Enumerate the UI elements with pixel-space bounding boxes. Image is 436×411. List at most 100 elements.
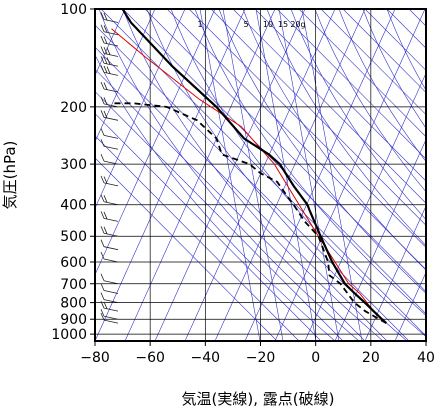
mixing-ratio-line [199,9,261,341]
y-tick-label: 700 [60,277,87,293]
wind-barb-flag [100,239,105,247]
wind-barb [100,239,119,251]
temperature-line [121,9,388,324]
wind-barb [100,12,119,23]
moist-adiabat-line [338,9,426,163]
x-tick-label: 20 [362,350,380,366]
wind-barb-flag [103,56,108,65]
wind-barb-flag [100,12,105,20]
wind-barb-flag [100,139,105,147]
wind-barb-staff [103,42,119,47]
wind-barb [100,301,119,312]
mixing-ratio-label: 5 [243,20,248,29]
wind-barb [100,251,119,263]
moist-adiabat-line [194,9,426,316]
wind-barb [100,194,119,206]
y-tick-label: 300 [60,157,87,173]
y-tick-label: 900 [60,312,87,328]
wind-barb [100,35,119,47]
mixing-ratio-label: 20g [290,20,305,29]
y-tick-label: 500 [60,229,87,245]
wind-barb [100,128,119,139]
wind-barb-staff [103,182,119,187]
dewpoint-line [114,102,387,324]
wind-barb [100,81,119,93]
wind-barb-flag [100,96,105,105]
wind-barb-flag [100,56,105,64]
wind-barb-flag [106,66,111,74]
wind-barb-flag [100,292,105,300]
wind-barb-staff [103,103,119,108]
wind-barb-flag [103,226,108,235]
wind-barb [100,226,119,237]
wind-barb-flag [100,251,105,260]
parcel-line [111,28,387,324]
moist-adiabat-line [386,9,426,91]
wind-barb-staff [103,258,119,263]
axis-ticks: −80 −60 −40 −20 0 20 40 100 200 300 400 500 600 700 80… [51,2,435,366]
wind-barb-flag [100,35,105,44]
wind-barb-staff [103,290,119,294]
dry-adiabat-line [95,157,278,341]
wind-barb [100,175,119,187]
y-tick-label: 800 [60,296,87,312]
wind-barb-flag [100,24,105,32]
wind-barb-staff [103,217,119,222]
wind-barb-flag [100,110,105,118]
wind-barb [100,110,119,121]
isotherm-line [274,9,426,341]
isotherm-line [95,9,156,143]
x-tick-label: 0 [311,350,320,366]
wind-barb [100,139,119,150]
wind-barb [100,96,119,108]
x-tick-label: −60 [135,350,165,366]
wind-barb-flag [106,57,111,65]
mixing-ratio-line [278,9,340,341]
wind-barb-staff [103,53,119,57]
wind-barb-flag [100,283,105,291]
wind-barb-staff [103,19,119,23]
moist-adiabat-line [266,9,426,247]
wind-barb-flag [100,175,105,184]
wind-barb-flag [100,153,105,162]
wind-barb-staff [103,31,119,36]
y-tick-label: 600 [60,255,87,271]
wind-barb-staff [103,307,119,312]
wind-barb [100,65,119,76]
mixing-ratio-line [301,9,363,341]
wind-barb-staff [103,88,119,93]
wind-barb [100,46,119,57]
wind-barb-flag [103,211,108,220]
mixing-ratio-labels: 1 5 10 15 20g [197,20,305,29]
mixing-ratio-label: 1 [197,20,202,29]
wind-barb-staff [103,145,119,150]
wind-barb-flag [100,65,105,73]
moist-adiabat-line [122,9,384,341]
dry-adiabat-line [100,9,426,337]
mixing-ratio-label: 15 [278,20,288,29]
wind-barb [100,153,119,165]
wind-barb-flag [103,36,108,44]
x-axis-title: 気温(実線), 露点(破線) [182,390,335,408]
wind-barb-flag [103,25,108,33]
mixing-ratio-label: 10 [263,20,273,29]
wind-barb [100,211,119,222]
x-tick-label: −40 [191,350,221,366]
y-tick-label: 400 [60,198,87,214]
moist-adiabat-line [95,54,336,341]
series-lines [111,9,388,324]
wind-barb [100,273,119,285]
dry-adiabat-line [95,68,366,341]
dry-adiabat-line [144,9,426,293]
wind-barb-staff [103,160,119,165]
isotherm-line [95,9,216,276]
y-tick-label: 200 [60,100,87,116]
moist-adiabat-line [218,9,426,294]
wind-barb [100,292,119,303]
wind-barb [100,24,119,36]
wind-barb-staff [103,315,119,320]
wind-barb [100,283,119,294]
isotherm-line [364,205,426,341]
wind-barb [100,309,119,320]
wind-barb-staff [103,134,119,139]
